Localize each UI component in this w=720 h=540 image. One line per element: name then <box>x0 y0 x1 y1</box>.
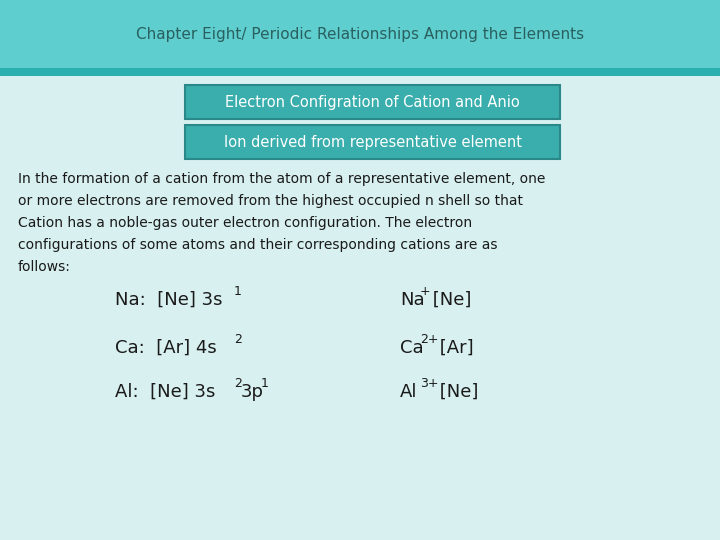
Text: Ion derived from representative element: Ion derived from representative element <box>223 134 521 150</box>
Text: Na:  [Ne] 3s: Na: [Ne] 3s <box>115 291 222 309</box>
Text: or more electrons are removed from the highest occupied n shell so that: or more electrons are removed from the h… <box>18 194 523 208</box>
Text: Cation has a noble-gas outer electron configuration. The electron: Cation has a noble-gas outer electron co… <box>18 216 472 230</box>
Text: 3+: 3+ <box>420 377 438 390</box>
Text: 1: 1 <box>261 377 269 390</box>
Text: 3p: 3p <box>241 383 264 401</box>
FancyBboxPatch shape <box>185 85 560 119</box>
Text: 2: 2 <box>234 377 242 390</box>
Text: [Ne]: [Ne] <box>433 383 478 401</box>
Bar <box>0 68 720 76</box>
Text: Na: Na <box>400 291 425 309</box>
Text: Al:  [Ne] 3s: Al: [Ne] 3s <box>115 383 215 401</box>
Text: Ca: Ca <box>400 339 423 357</box>
Text: 2+: 2+ <box>420 333 438 346</box>
FancyBboxPatch shape <box>185 125 560 159</box>
Text: In the formation of a cation from the atom of a representative element, one: In the formation of a cation from the at… <box>18 172 545 186</box>
Bar <box>0 0 720 68</box>
Text: +: + <box>420 285 431 299</box>
Text: Electron Configration of Cation and Anio: Electron Configration of Cation and Anio <box>225 94 520 110</box>
Text: configurations of some atoms and their corresponding cations are as: configurations of some atoms and their c… <box>18 238 498 252</box>
Text: follows:: follows: <box>18 260 71 274</box>
Text: 1: 1 <box>234 285 242 299</box>
Text: [Ar]: [Ar] <box>433 339 473 357</box>
Text: Chapter Eight/ Periodic Relationships Among the Elements: Chapter Eight/ Periodic Relationships Am… <box>136 26 584 42</box>
Text: [Ne]: [Ne] <box>427 291 471 309</box>
Text: 2: 2 <box>234 333 242 346</box>
Text: Al: Al <box>400 383 418 401</box>
Text: Ca:  [Ar] 4s: Ca: [Ar] 4s <box>115 339 217 357</box>
